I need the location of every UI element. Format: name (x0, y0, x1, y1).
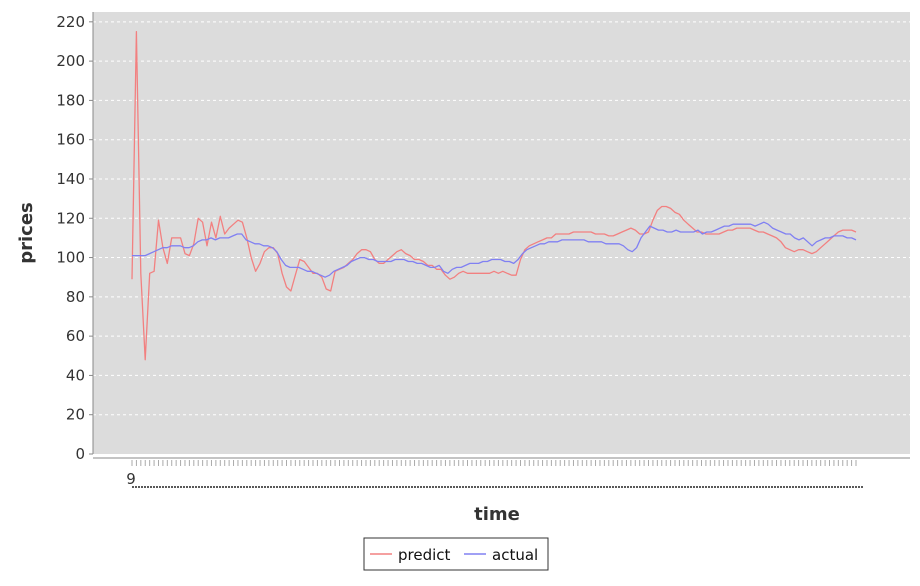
y-tick-label: 120 (56, 209, 85, 227)
y-tick-label: 80 (66, 288, 85, 306)
series-line-actual (132, 221, 857, 278)
legend-box (363, 537, 549, 571)
series-line-predict (131, 30, 857, 361)
y-tick-label: 140 (56, 170, 85, 188)
legend-label-predict: predict (398, 546, 451, 564)
legend: predict actual (363, 537, 549, 571)
y-tick-label: 60 (66, 327, 85, 345)
y-tick-label: 20 (66, 406, 85, 424)
gridlines (93, 21, 910, 416)
x-tick-label: 9 (126, 470, 136, 488)
y-tick-label: 180 (56, 91, 85, 109)
axes: 0 20 40 60 80 100 120 140 160 180 200 220 9 (56, 12, 910, 488)
y-tick-label: 160 (56, 131, 85, 149)
y-tick-label: 220 (56, 13, 85, 31)
legend-label-actual: actual (492, 546, 538, 564)
plot-area (93, 12, 910, 454)
y-tick-label: 0 (75, 445, 85, 463)
y-tick-label: 40 (66, 366, 85, 384)
y-axis-title: prices (16, 202, 37, 264)
series-layer (131, 30, 857, 361)
y-tick-label: 200 (56, 52, 85, 70)
x-axis-title: time (474, 504, 520, 525)
y-tick-label: 100 (56, 249, 85, 267)
